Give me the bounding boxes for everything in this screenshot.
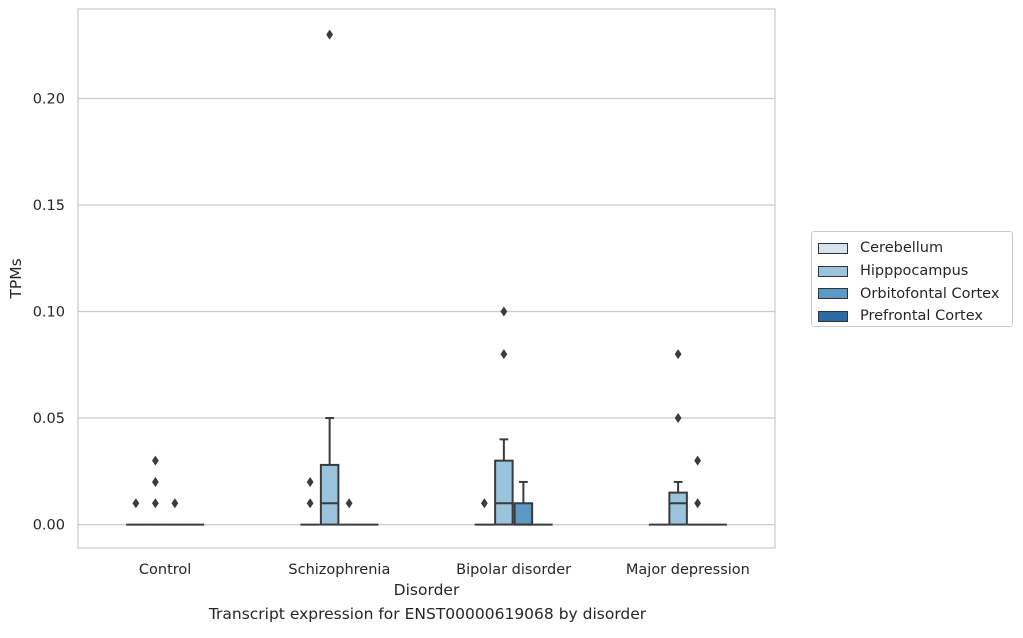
- box-body: [668, 491, 688, 526]
- legend-label: Cerebellum: [860, 240, 944, 257]
- legend: Cerebellum Hipppocampus Orbitofontal Corte…: [811, 231, 1013, 327]
- x-tick-label: Schizophrenia: [288, 562, 390, 578]
- outlier-point: [674, 413, 682, 424]
- box-body: [513, 502, 534, 526]
- plot-frame: [77, 8, 776, 549]
- outlier-point: [345, 498, 353, 509]
- legend-swatch: [818, 310, 848, 322]
- x-tick-label: Bipolar disorder: [456, 562, 571, 578]
- flier-layer: [132, 29, 702, 509]
- outlier-point: [171, 498, 179, 509]
- y-tick-label: 0.00: [33, 518, 65, 534]
- box-1-2: [494, 438, 514, 526]
- outlier-point: [674, 349, 682, 360]
- legend-swatch: [818, 242, 848, 254]
- legend-label: Prefrontal Cortex: [860, 308, 983, 325]
- x-tick-labels: Control Schizophrenia Bipolar disorder Majo…: [139, 562, 750, 578]
- box-body: [494, 459, 514, 526]
- x-tick-label: Major depression: [626, 562, 750, 578]
- y-axis-label: TPMs: [7, 258, 25, 299]
- outlier-point: [151, 455, 159, 466]
- outlier-point: [500, 349, 508, 360]
- outlier-point: [480, 498, 488, 509]
- outlier-point: [151, 498, 159, 509]
- legend-item: Orbitofontal Cortex: [818, 282, 1012, 305]
- outlier-point: [306, 498, 314, 509]
- outlier-point: [694, 498, 702, 509]
- y-tick-label: 0.05: [33, 411, 65, 427]
- outlier-point: [306, 476, 314, 487]
- plot-area: [78, 9, 775, 548]
- box-1-1: [319, 417, 340, 526]
- y-tick-labels: 0.00 0.05 0.10 0.15 0.20: [33, 91, 65, 533]
- legend-swatch: [818, 265, 848, 277]
- outlier-point: [500, 306, 508, 317]
- x-tick-label: Control: [139, 562, 191, 578]
- x-axis-label: Disorder: [394, 581, 460, 599]
- chart-caption: Transcript expression for ENST0000061906…: [208, 605, 647, 623]
- legend-swatch: [818, 288, 848, 300]
- box-layer: [126, 417, 727, 526]
- outlier-point: [326, 29, 334, 40]
- box-body: [319, 463, 340, 526]
- y-tick-label: 0.10: [33, 305, 65, 321]
- box-2-2: [513, 480, 534, 526]
- legend-item: Cerebellum: [818, 237, 1012, 260]
- legend-label: Hipppocampus: [860, 263, 969, 280]
- outlier-point: [151, 476, 159, 487]
- box-1-3: [668, 480, 688, 526]
- outlier-point: [132, 498, 140, 509]
- outlier-point: [694, 455, 702, 466]
- legend-item: Prefrontal Cortex: [818, 305, 1012, 328]
- legend-item: Hipppocampus: [818, 260, 1012, 283]
- y-tick-label: 0.15: [33, 198, 65, 214]
- legend-label: Orbitofontal Cortex: [860, 285, 1000, 302]
- y-tick-label: 0.20: [33, 91, 65, 107]
